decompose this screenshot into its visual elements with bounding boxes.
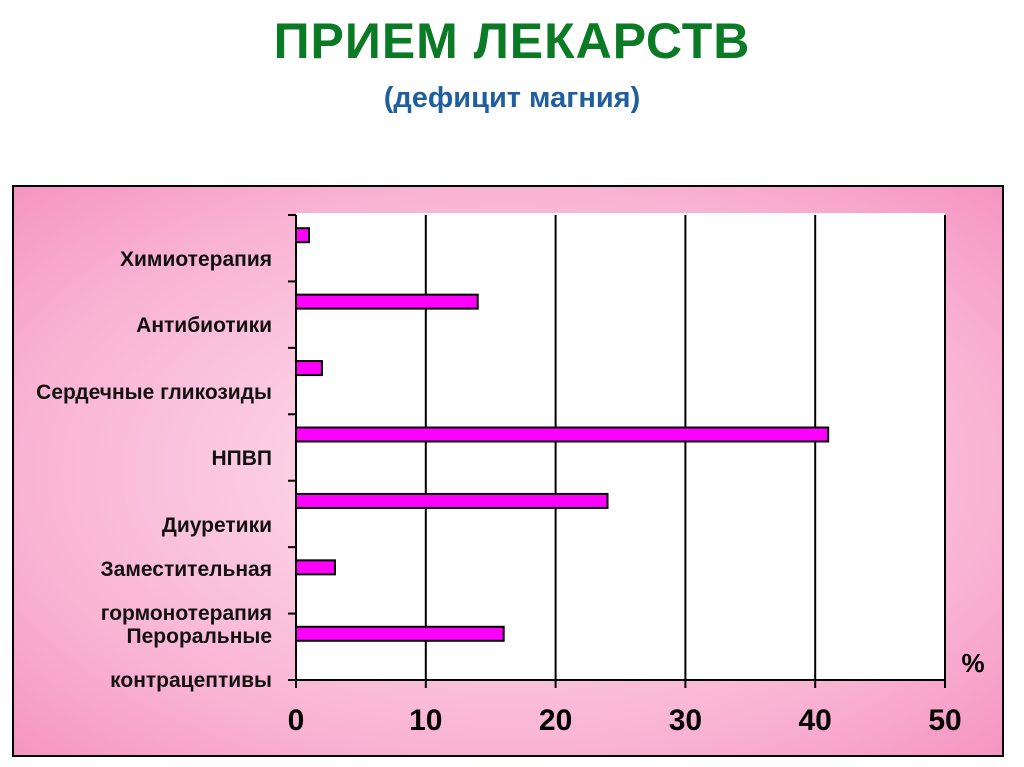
x-tick-label: 50 xyxy=(928,704,961,737)
plot-area xyxy=(296,213,945,680)
chart-title: ПРИЕМ ЛЕКАРСТВ xyxy=(273,13,751,69)
bar xyxy=(295,360,323,377)
y-tick-label: Пероральные контрацептивы xyxy=(110,624,272,692)
bar xyxy=(295,426,830,443)
bar xyxy=(295,559,336,576)
x-tick-label: 30 xyxy=(669,704,702,737)
x-tick-label: 20 xyxy=(539,704,572,737)
x-tick-label: 40 xyxy=(799,704,832,737)
bar xyxy=(295,625,505,642)
chart-subtitle: (дефицит магния) xyxy=(383,82,641,114)
x-tick-label: 0 xyxy=(288,704,305,737)
y-tick-label: Заместительная гормонотерапия xyxy=(100,558,272,626)
y-tick-label: Сердечные гликозиды xyxy=(36,380,272,404)
y-tick-label: Химиотерапия xyxy=(120,248,272,271)
y-tick-label: НПВП xyxy=(211,447,272,471)
x-tick-label: 10 xyxy=(409,704,442,737)
y-tick-label: Антибиотики xyxy=(136,314,272,338)
bar xyxy=(295,227,310,244)
y-tick-label: Диуретики xyxy=(161,513,272,537)
x-axis-label: % xyxy=(961,648,984,678)
bar xyxy=(295,492,609,509)
bar xyxy=(295,293,479,310)
